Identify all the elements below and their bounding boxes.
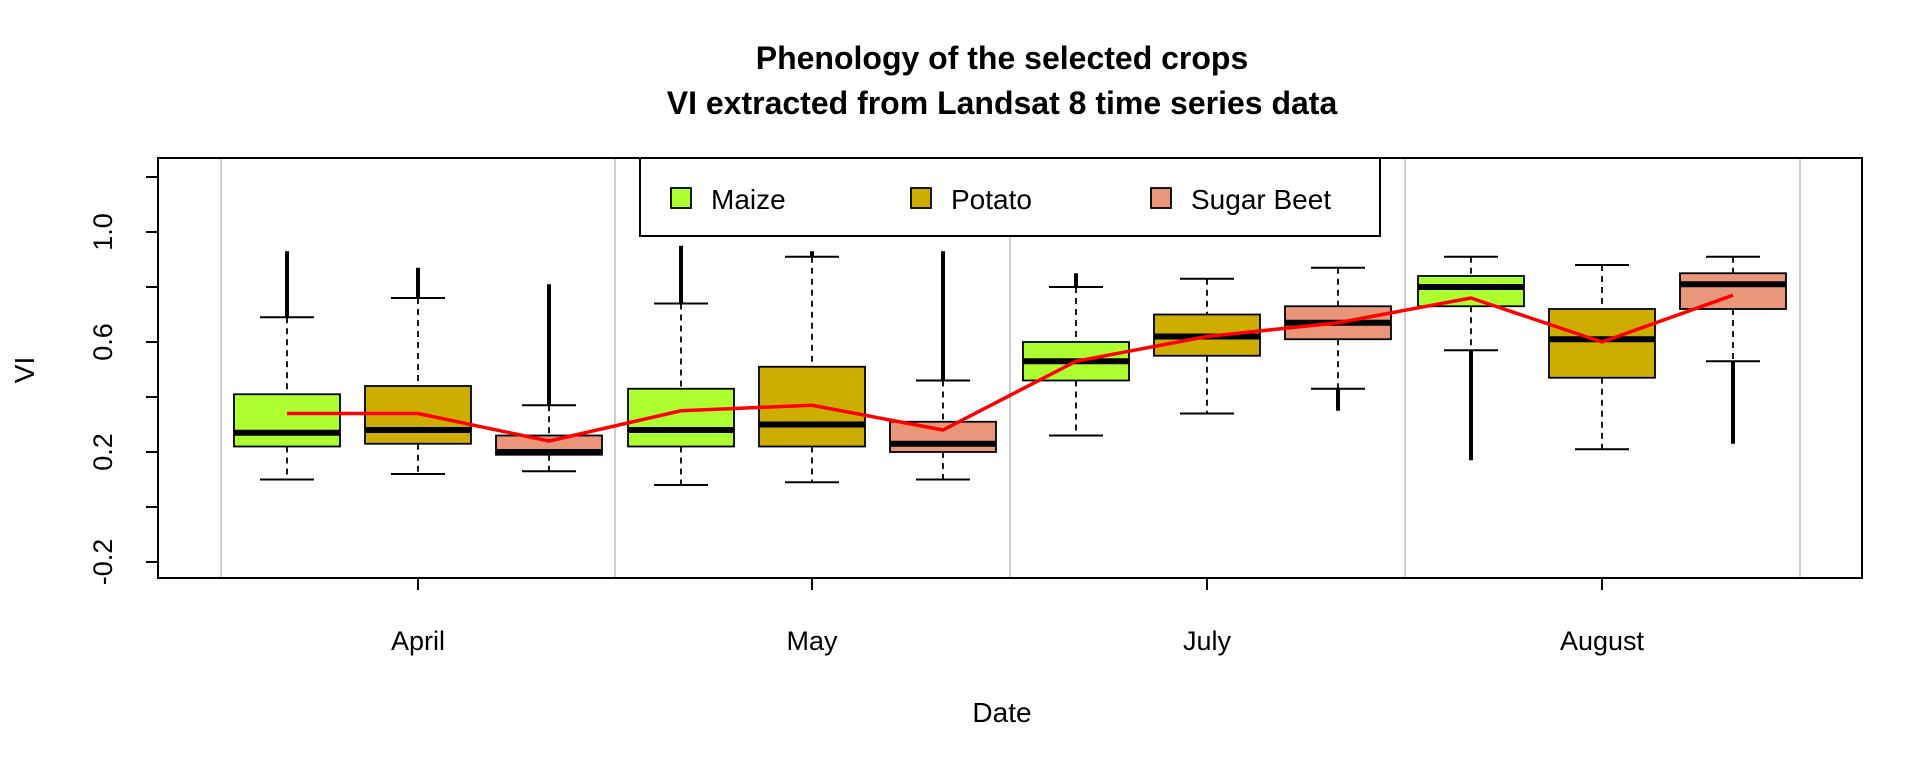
legend-swatch-maize	[670, 187, 692, 209]
y-tick-label: 0.2	[88, 433, 118, 471]
legend-swatch-potato	[910, 187, 932, 209]
legend-label-potato: Potato	[951, 184, 1032, 215]
x-tick-label: August	[1560, 626, 1645, 656]
box-sugar-beet	[495, 284, 603, 473]
x-tick-label: April	[391, 626, 445, 656]
box-potato	[1548, 264, 1656, 451]
box-potato	[758, 251, 866, 484]
box-body	[233, 393, 341, 448]
x-tick-label: May	[786, 626, 838, 656]
box-potato	[364, 267, 472, 475]
box-sugar-beet	[1679, 255, 1787, 444]
y-tick-label: -0.2	[88, 539, 118, 586]
chart-title: Phenology of the selected crops	[756, 40, 1249, 76]
legend-box	[639, 157, 1381, 237]
legend: Maize Potato Sugar Beet	[639, 157, 1381, 237]
box-sugar-beet	[889, 251, 997, 481]
box-maize	[1022, 273, 1130, 437]
y-tick-label: 1.0	[88, 213, 118, 251]
y-tick-label: 0.6	[88, 323, 118, 361]
box-maize	[627, 245, 735, 486]
x-axis-label: Date	[972, 697, 1031, 728]
box-body	[889, 420, 997, 453]
legend-swatch-sugar-beet	[1150, 187, 1172, 209]
box-maize	[1417, 255, 1525, 461]
box-body	[1679, 272, 1787, 310]
trend-line	[287, 293, 1734, 443]
box-potato	[1153, 277, 1261, 415]
x-tick-label: July	[1183, 626, 1232, 656]
plot-area: -0.2 0.2 0.6 1.0 April May July August Maize Pota…	[88, 157, 1863, 656]
y-axis-label: VI	[9, 357, 40, 383]
box-sugar-beet	[1284, 266, 1392, 411]
box-body	[627, 387, 735, 448]
chart-subtitle: VI extracted from Landsat 8 time series …	[667, 85, 1338, 121]
legend-label-maize: Maize	[711, 184, 786, 215]
legend-label-sugar-beet: Sugar Beet	[1191, 184, 1331, 215]
box-body	[1417, 275, 1525, 308]
box-maize	[233, 251, 341, 481]
